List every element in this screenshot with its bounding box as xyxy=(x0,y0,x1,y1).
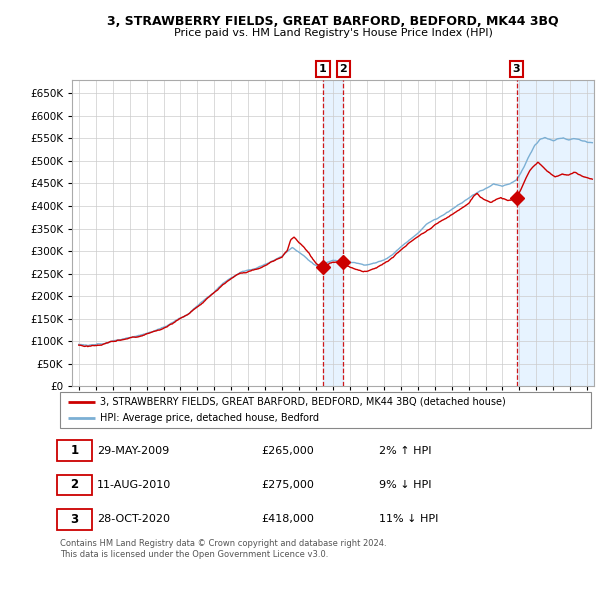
Text: £275,000: £275,000 xyxy=(262,480,314,490)
Bar xyxy=(323,80,343,386)
Text: 1: 1 xyxy=(319,64,327,74)
Text: 9% ↓ HPI: 9% ↓ HPI xyxy=(379,480,431,490)
Text: 2: 2 xyxy=(340,64,347,74)
FancyBboxPatch shape xyxy=(58,440,92,461)
Text: 11-AUG-2010: 11-AUG-2010 xyxy=(97,480,172,490)
Text: £418,000: £418,000 xyxy=(262,514,314,524)
Text: Price paid vs. HM Land Registry's House Price Index (HPI): Price paid vs. HM Land Registry's House … xyxy=(173,28,493,38)
Text: HPI: Average price, detached house, Bedford: HPI: Average price, detached house, Bedf… xyxy=(100,413,319,423)
Text: 2% ↑ HPI: 2% ↑ HPI xyxy=(379,446,431,455)
Text: 29-MAY-2009: 29-MAY-2009 xyxy=(97,446,169,455)
Text: 28-OCT-2020: 28-OCT-2020 xyxy=(97,514,170,524)
Text: 3: 3 xyxy=(513,64,520,74)
FancyBboxPatch shape xyxy=(60,392,591,428)
Text: 3, STRAWBERRY FIELDS, GREAT BARFORD, BEDFORD, MK44 3BQ (detached house): 3, STRAWBERRY FIELDS, GREAT BARFORD, BED… xyxy=(100,397,506,407)
FancyBboxPatch shape xyxy=(58,509,92,530)
Text: 2: 2 xyxy=(71,478,79,491)
Text: 3, STRAWBERRY FIELDS, GREAT BARFORD, BEDFORD, MK44 3BQ: 3, STRAWBERRY FIELDS, GREAT BARFORD, BED… xyxy=(107,15,559,28)
Text: 11% ↓ HPI: 11% ↓ HPI xyxy=(379,514,438,524)
FancyBboxPatch shape xyxy=(58,474,92,496)
Text: 3: 3 xyxy=(71,513,79,526)
Text: £265,000: £265,000 xyxy=(262,446,314,455)
Text: 1: 1 xyxy=(71,444,79,457)
Text: Contains HM Land Registry data © Crown copyright and database right 2024.
This d: Contains HM Land Registry data © Crown c… xyxy=(60,539,386,559)
Bar xyxy=(517,80,594,386)
